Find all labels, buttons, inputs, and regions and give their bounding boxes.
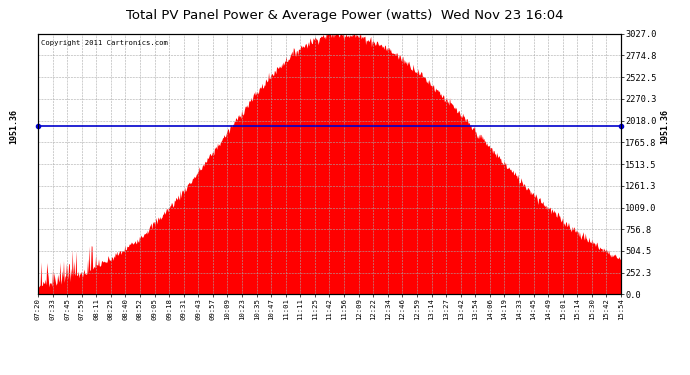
Text: 1951.36: 1951.36 [660,109,669,144]
Text: Total PV Panel Power & Average Power (watts)  Wed Nov 23 16:04: Total PV Panel Power & Average Power (wa… [126,9,564,22]
Text: 1951.36: 1951.36 [9,109,18,144]
Text: Copyright 2011 Cartronics.com: Copyright 2011 Cartronics.com [41,40,168,46]
